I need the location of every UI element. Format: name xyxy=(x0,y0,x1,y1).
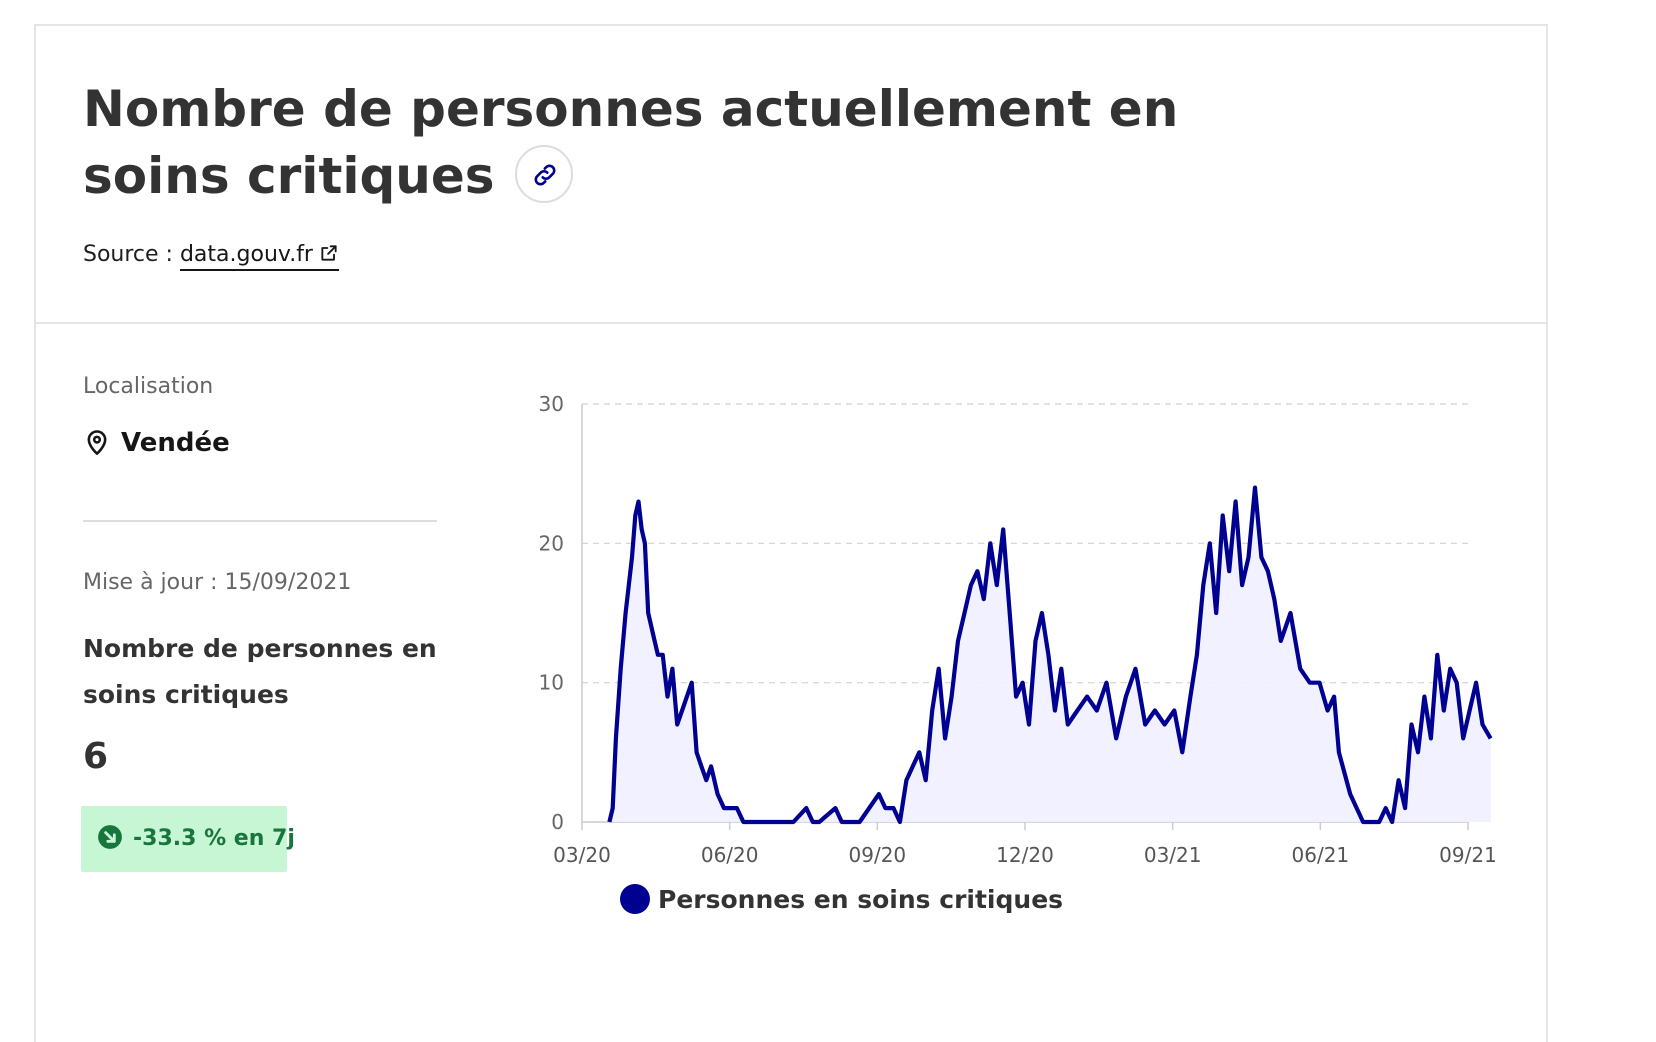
source-link[interactable]: data.gouv.fr xyxy=(179,242,339,271)
y-tick-label: 20 xyxy=(539,531,564,555)
critical-care-chart: 0 10 20 30 03/20 06/20 09/20 12/20 03/21 06/21 09/… xyxy=(539,392,1497,867)
metric-value: 6 xyxy=(83,736,109,777)
arrow-down-right-icon xyxy=(98,825,122,849)
metric-label: Nombre de personnes en soins critiques xyxy=(83,634,437,709)
source-label: Source : xyxy=(83,242,173,267)
divider xyxy=(83,520,437,522)
location-label: Localisation xyxy=(83,374,214,399)
series-line xyxy=(607,485,1493,825)
source-link-text: data.gouv.fr xyxy=(179,242,313,267)
location-value: Vendée xyxy=(83,428,230,458)
card-header: Nombre de personnes actuellement en soin… xyxy=(36,26,1546,324)
x-tick-label: 03/21 xyxy=(1144,843,1202,867)
location-name: Vendée xyxy=(121,428,230,458)
y-tick-label: 0 xyxy=(551,810,564,834)
x-tick-label: 06/21 xyxy=(1292,843,1350,867)
x-tick-label: 03/20 xyxy=(553,843,611,867)
chart-legend: Personnes en soins critiques xyxy=(620,884,1063,914)
copy-link-button[interactable] xyxy=(514,144,573,203)
update-date: Mise à jour : 15/09/2021 xyxy=(83,570,352,595)
trend-text: -33.3 % en 7j xyxy=(133,826,295,851)
trend-badge: -33.3 % en 7j xyxy=(81,806,295,872)
x-tick-label: 09/21 xyxy=(1439,843,1497,867)
x-tick-label: 06/20 xyxy=(701,843,759,867)
external-link-icon xyxy=(321,245,337,261)
y-tick-label: 10 xyxy=(539,671,564,695)
legend-marker xyxy=(620,884,650,914)
series-area xyxy=(609,487,1491,822)
link-icon xyxy=(534,164,556,185)
x-tick-label: 12/20 xyxy=(996,843,1054,867)
x-tick-label: 09/20 xyxy=(849,843,907,867)
source-line: Source : data.gouv.fr xyxy=(83,242,339,271)
legend-label: Personnes en soins critiques xyxy=(658,885,1064,914)
chart-area: 0 10 20 30 03/20 06/20 09/20 12/20 03/21 06/21 09/… xyxy=(506,356,1516,976)
page-title: Nombre de personnes actuellement en soin… xyxy=(83,76,1283,210)
page-title-text: Nombre de personnes actuellement en soin… xyxy=(83,80,1179,205)
map-pin-icon xyxy=(87,430,107,455)
indicator-card: Nombre de personnes actuellement en soin… xyxy=(34,24,1548,1042)
y-tick-label: 30 xyxy=(539,392,564,416)
